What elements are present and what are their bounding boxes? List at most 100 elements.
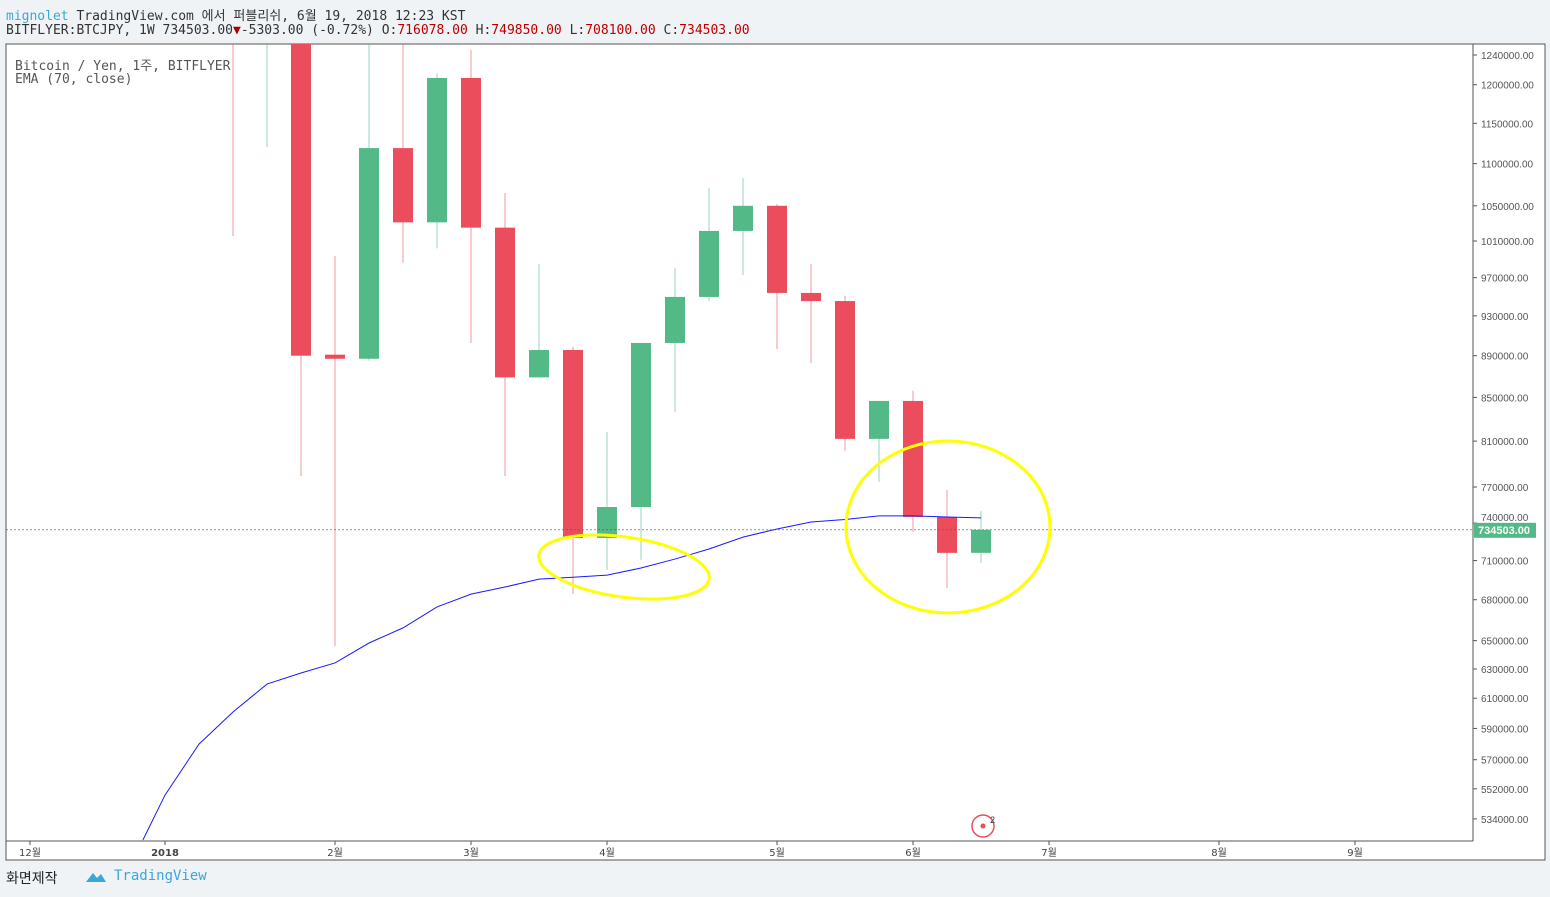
candle-body bbox=[359, 148, 379, 359]
candle[interactable] bbox=[393, 40, 413, 264]
candle[interactable] bbox=[801, 263, 821, 363]
time-tick-label: 4월 bbox=[599, 847, 615, 859]
candle[interactable] bbox=[767, 204, 787, 350]
price-tick-label: 552000.00 bbox=[1481, 785, 1529, 796]
high-value: 749850.00 bbox=[491, 23, 562, 38]
price-tick-label: 1240000.00 bbox=[1481, 51, 1534, 62]
price-tick-label: 1100000.00 bbox=[1481, 160, 1534, 171]
candle[interactable] bbox=[699, 187, 719, 302]
publish-text: TradingView.com 에서 퍼블리쉬, 6월 19, 2018 12:… bbox=[76, 9, 466, 24]
candle[interactable] bbox=[971, 511, 991, 564]
candle-body bbox=[631, 342, 651, 508]
close-value: 734503.00 bbox=[679, 23, 750, 38]
ema-legend: EMA (70, close) bbox=[15, 72, 133, 87]
price-tick-label: 810000.00 bbox=[1481, 437, 1529, 448]
price-tick-label: 850000.00 bbox=[1481, 393, 1529, 404]
price-tick-label: 590000.00 bbox=[1481, 724, 1529, 735]
candle[interactable] bbox=[359, 33, 379, 361]
candle[interactable] bbox=[937, 489, 957, 589]
price-tick-label: 1200000.00 bbox=[1481, 81, 1534, 92]
price-tick-label: 890000.00 bbox=[1481, 352, 1529, 363]
candle-body bbox=[563, 350, 583, 539]
candle[interactable] bbox=[461, 49, 481, 343]
last-price-label: 734503.00 bbox=[1474, 522, 1536, 538]
c-label: C: bbox=[663, 23, 680, 38]
candle-body bbox=[257, 0, 277, 12]
h-label: H: bbox=[475, 23, 492, 38]
tradingview-brand[interactable]: TradingView bbox=[84, 868, 207, 884]
price-tick-label: 680000.00 bbox=[1481, 596, 1529, 607]
candle[interactable] bbox=[427, 73, 447, 249]
made-with-label: 화면제작 bbox=[6, 871, 58, 887]
candle[interactable] bbox=[563, 346, 583, 595]
time-tick-label: 12월 bbox=[19, 847, 41, 859]
symbol-info: BITFLYER:BTCJPY, 1W 734503.00 bbox=[6, 23, 233, 38]
annotation-ellipse-june[interactable] bbox=[844, 439, 1052, 615]
price-tick-label: 930000.00 bbox=[1481, 312, 1529, 323]
candle-body bbox=[971, 529, 991, 553]
svg-text:2: 2 bbox=[990, 815, 995, 825]
candle-body bbox=[393, 148, 413, 223]
publish-info: mignolet TradingView.com 에서 퍼블리쉬, 6월 19,… bbox=[6, 5, 465, 24]
time-tick-label: 9월 bbox=[1347, 847, 1363, 859]
price-tick-label: 710000.00 bbox=[1481, 557, 1529, 568]
candle[interactable] bbox=[223, 0, 243, 237]
last-price-text: 734503.00 bbox=[1478, 525, 1530, 537]
candle-body bbox=[767, 205, 787, 293]
time-tick-label: 2018 bbox=[151, 848, 179, 859]
candle[interactable] bbox=[733, 178, 753, 276]
candle-body bbox=[427, 77, 447, 223]
low-value: 708100.00 bbox=[585, 23, 656, 38]
price-tick-label: 770000.00 bbox=[1481, 483, 1529, 494]
candle[interactable] bbox=[835, 295, 855, 451]
candle[interactable] bbox=[631, 342, 651, 560]
candle[interactable] bbox=[325, 255, 345, 647]
candle[interactable] bbox=[869, 400, 889, 482]
price-tick-label: 650000.00 bbox=[1481, 637, 1529, 648]
price-tick-label: 1050000.00 bbox=[1481, 202, 1534, 213]
candle-body bbox=[869, 400, 889, 439]
candle-body bbox=[529, 350, 549, 378]
time-tick-label: 7월 bbox=[1041, 847, 1057, 859]
time-tick-label: 3월 bbox=[463, 847, 479, 859]
candle-body bbox=[597, 507, 617, 539]
price-tick-label: 970000.00 bbox=[1481, 274, 1529, 285]
time-axis[interactable]: 12월 2018 2월 3월 4월 5월 6월 7월 8월 9월 bbox=[19, 841, 1363, 859]
open-value: 716078.00 bbox=[397, 23, 468, 38]
o-label: O: bbox=[381, 23, 398, 38]
price-tick-label: 534000.00 bbox=[1481, 815, 1529, 826]
l-label: L: bbox=[569, 23, 586, 38]
brand-text: TradingView bbox=[114, 868, 207, 884]
candle[interactable] bbox=[597, 432, 617, 570]
candle-body bbox=[665, 296, 685, 343]
change-value: -5303.00 (-0.72%) bbox=[240, 23, 374, 38]
events-marker-icon[interactable]: 2 bbox=[971, 814, 995, 838]
series-legend: Bitcoin / Yen, 1주, BITFLYER bbox=[15, 59, 231, 74]
candle[interactable] bbox=[665, 267, 685, 412]
candle-body bbox=[461, 77, 481, 228]
time-tick-label: 2월 bbox=[327, 847, 343, 859]
candle-body bbox=[903, 400, 923, 517]
candle[interactable] bbox=[495, 192, 515, 476]
candle-body bbox=[495, 227, 515, 378]
candle-body bbox=[801, 292, 821, 302]
time-tick-label: 8월 bbox=[1211, 847, 1227, 859]
username-link[interactable]: mignolet bbox=[6, 9, 69, 24]
candle[interactable] bbox=[257, 0, 277, 148]
candle[interactable] bbox=[291, 0, 311, 476]
time-tick-label: 6월 bbox=[905, 847, 921, 859]
price-tick-label: 740000.00 bbox=[1481, 513, 1529, 524]
candle-body bbox=[223, 0, 243, 12]
time-tick-label: 5월 bbox=[769, 847, 785, 859]
price-axis[interactable]: 1240000.00 1200000.00 1150000.00 1100000.00… bbox=[1473, 51, 1534, 826]
candle[interactable] bbox=[903, 390, 923, 532]
price-tick-label: 610000.00 bbox=[1481, 694, 1529, 705]
price-tick-label: 1150000.00 bbox=[1481, 119, 1534, 130]
candles bbox=[223, 0, 991, 647]
price-tick-label: 1010000.00 bbox=[1481, 237, 1534, 248]
annotation-ellipse-april[interactable] bbox=[535, 525, 714, 608]
candle-body bbox=[699, 230, 719, 297]
chart-frame bbox=[5, 43, 1546, 861]
candle[interactable] bbox=[529, 263, 549, 378]
